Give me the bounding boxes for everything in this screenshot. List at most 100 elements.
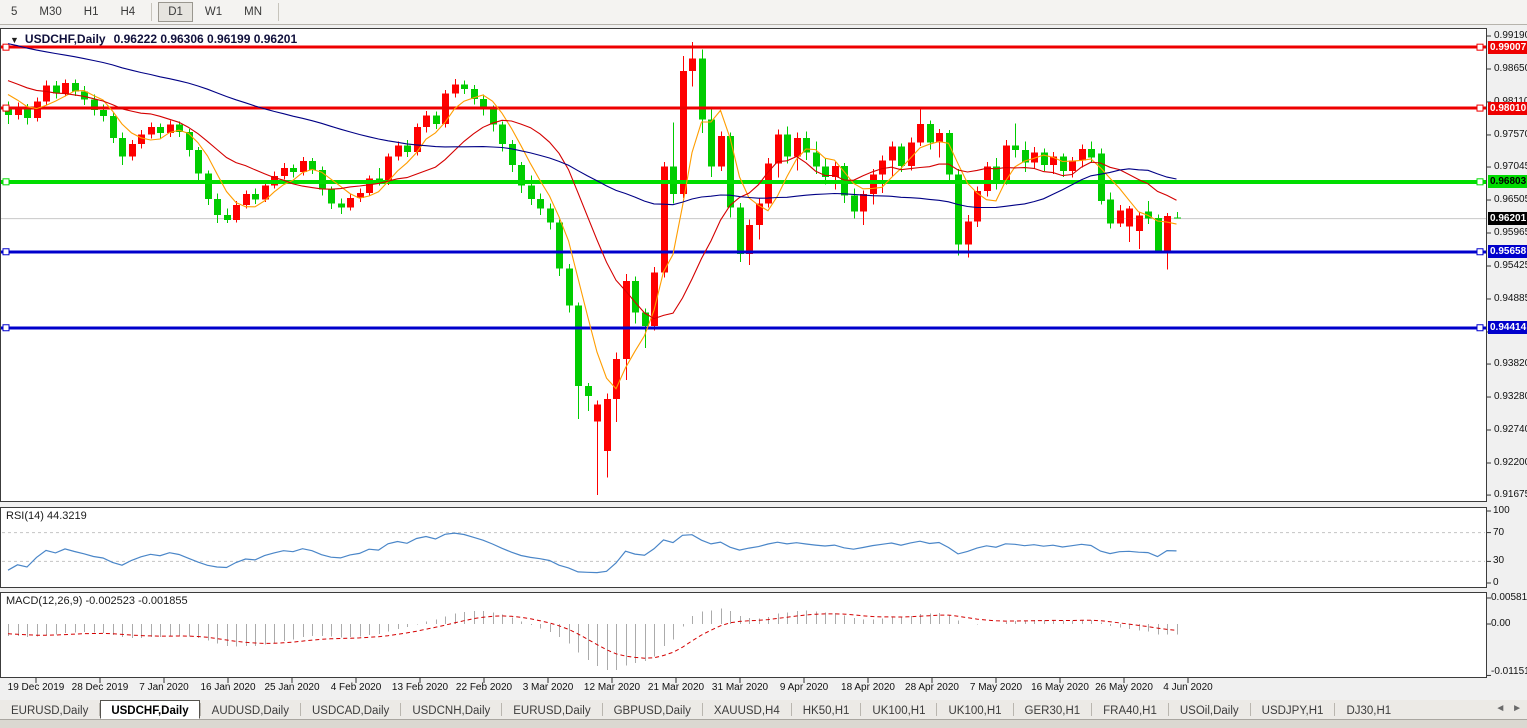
tab-usdcad-daily[interactable]: USDCAD,Daily: [311, 704, 390, 717]
time-tick-label: 28 Dec 2019: [71, 682, 129, 693]
rsi-level-label: 0: [1493, 577, 1499, 588]
price-tick-label: 0.97570: [1494, 128, 1527, 140]
macd-level-label: 0.00: [1491, 618, 1511, 629]
tab-hk50-h1[interactable]: HK50,H1: [802, 704, 850, 717]
price-tick-label: 0.97045: [1494, 161, 1527, 173]
time-tick-label: 21 Mar 2020: [647, 682, 705, 693]
macd-level-label: 0.005818: [1491, 592, 1527, 603]
time-tick-label: 12 Mar 2020: [583, 682, 641, 693]
time-tick-label: 26 May 2020: [1095, 682, 1153, 693]
rsi-value: 44.3219: [46, 510, 87, 522]
rsi-level-label: 30: [1493, 555, 1505, 567]
tab-separator: [1091, 703, 1093, 716]
time-axis[interactable]: [0, 678, 1487, 700]
macd-indicator-label: MACD(12,26,9) -0.002523 -0.001855: [6, 595, 188, 607]
rsi-panel[interactable]: [0, 507, 1487, 588]
price-badge-current: 0.96201: [1488, 212, 1527, 226]
tabs-scroll-right-icon[interactable]: ►: [1512, 703, 1522, 714]
tab-separator: [860, 703, 862, 716]
macd-values: -0.002523 -0.001855: [85, 595, 188, 607]
tab-separator: [99, 703, 101, 716]
tab-fra40-h1[interactable]: FRA40,H1: [1103, 704, 1157, 717]
tab-usdcnh-daily[interactable]: USDCNH,Daily: [412, 704, 491, 717]
symbol-dropdown-icon[interactable]: ▼: [10, 35, 19, 45]
time-tick-label: 4 Feb 2020: [330, 682, 382, 693]
price-badge-level: 0.94414: [1488, 321, 1527, 335]
toolbar-separator: [278, 3, 280, 21]
macd-level-label: -0.01151: [1491, 666, 1527, 677]
time-tick-label: 16 May 2020: [1031, 682, 1089, 693]
time-tick-label: 7 May 2020: [969, 682, 1023, 693]
price-tick-label: 0.91675: [1494, 489, 1527, 501]
price-tick-label: 0.96505: [1494, 194, 1527, 206]
price-tick-label: 0.98110: [1494, 96, 1527, 107]
price-tick-label: 0.92200: [1494, 457, 1527, 468]
tab-eurusd-daily[interactable]: EURUSD,Daily: [513, 704, 591, 717]
timeframe-button-h4[interactable]: H4: [120, 6, 136, 18]
tab-separator: [701, 703, 703, 716]
tab-separator: [1249, 703, 1251, 716]
macd-panel[interactable]: [0, 592, 1487, 678]
price-tick-label: 0.93820: [1494, 358, 1527, 370]
tab-separator: [790, 703, 792, 716]
tab-gbpusd-daily[interactable]: GBPUSD,Daily: [613, 704, 691, 717]
timeframe-button-5[interactable]: 5: [11, 6, 18, 18]
tab-bar-strip: [0, 719, 1527, 728]
timeframe-button-mn[interactable]: MN: [244, 6, 263, 18]
tab-xauusd-h4[interactable]: XAUUSD,H4: [713, 704, 780, 717]
time-tick-label: 25 Jan 2020: [264, 682, 320, 693]
tab-usdchf-daily[interactable]: USDCHF,Daily: [100, 700, 200, 719]
toolbar-separator: [151, 3, 153, 21]
chart-title-ohlc: 0.96222 0.96306 0.96199 0.96201: [113, 32, 298, 46]
timeframe-button-m30[interactable]: M30: [39, 6, 62, 18]
rsi-level-label: 100: [1493, 505, 1510, 516]
price-tick-label: 0.92740: [1494, 424, 1527, 435]
price-tick-label: 0.95425: [1494, 259, 1527, 271]
price-badge-level: 0.96803: [1488, 175, 1527, 189]
time-tick-label: 4 Jun 2020: [1163, 682, 1213, 693]
price-chart-panel[interactable]: [0, 28, 1487, 502]
price-tick-label: 0.95965: [1494, 227, 1527, 238]
price-tick-label: 0.93280: [1494, 391, 1527, 403]
timeframe-toolbar: 5 M30 H1 H4 D1 W1 MN: [0, 0, 1527, 25]
tab-separator: [1334, 703, 1336, 716]
price-tick-label: 0.99190: [1494, 30, 1527, 41]
tab-uk100-h1[interactable]: UK100,H1: [872, 704, 926, 717]
timeframe-button-d1[interactable]: D1: [158, 2, 193, 22]
price-badge-level: 0.95658: [1488, 245, 1527, 259]
price-tick-label: 0.94885: [1494, 292, 1527, 304]
time-tick-label: 3 Mar 2020: [522, 682, 574, 693]
tab-usdjpy-h1[interactable]: USDJPY,H1: [1261, 704, 1324, 717]
tab-audusd-daily[interactable]: AUDUSD,Daily: [211, 704, 289, 717]
tab-separator: [299, 703, 301, 716]
chart-title: ▼ USDCHF,Daily 0.96222 0.96306 0.96199 0.9…: [10, 32, 297, 46]
chart-tab-bar: EURUSD,Daily USDCHF,Daily AUDUSD,Daily USDC…: [0, 700, 1527, 728]
timeframe-button-h1[interactable]: H1: [83, 6, 99, 18]
tab-dj30-h1[interactable]: DJ30,H1: [1346, 704, 1392, 717]
tab-separator: [1012, 703, 1014, 716]
tab-usoil-daily[interactable]: USOil,Daily: [1179, 704, 1239, 717]
rsi-name: RSI(14): [6, 510, 44, 522]
time-tick-label: 9 Apr 2020: [779, 682, 829, 693]
price-badge-level: 0.98010: [1488, 101, 1527, 115]
tab-separator: [936, 703, 938, 716]
tabs-scroll-left-icon[interactable]: ◄: [1495, 703, 1506, 714]
price-axis[interactable]: [1487, 28, 1527, 678]
time-tick-label: 31 Mar 2020: [711, 682, 769, 693]
chart-title-symbol: USDCHF,Daily: [24, 32, 106, 46]
time-tick-label: 22 Feb 2020: [455, 682, 513, 693]
time-tick-label: 18 Apr 2020: [841, 682, 895, 693]
tab-separator: [601, 703, 603, 716]
time-tick-label: 16 Jan 2020: [200, 682, 256, 693]
tab-separator: [400, 703, 402, 716]
price-badge-level: 0.99007: [1488, 40, 1527, 54]
macd-name: MACD(12,26,9): [6, 595, 83, 607]
tab-separator: [199, 703, 201, 716]
timeframe-button-w1[interactable]: W1: [204, 6, 223, 18]
rsi-indicator-label: RSI(14) 44.3219: [6, 510, 87, 522]
time-tick-label: 7 Jan 2020: [139, 682, 189, 693]
tab-ger30-h1[interactable]: GER30,H1: [1024, 704, 1081, 717]
tab-eurusd-daily[interactable]: EURUSD,Daily: [11, 704, 89, 717]
price-tick-label: 0.98650: [1494, 62, 1527, 74]
tab-uk100-h1[interactable]: UK100,H1: [948, 704, 1002, 717]
